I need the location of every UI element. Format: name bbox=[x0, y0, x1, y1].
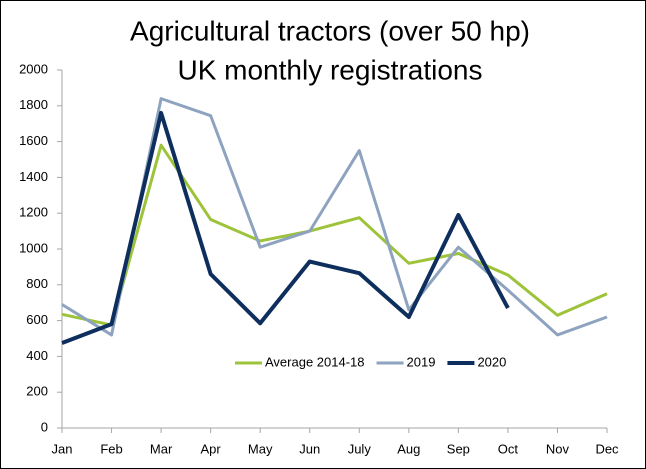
y-tick-label: 0 bbox=[41, 419, 48, 434]
x-tick-label: Jun bbox=[299, 441, 320, 456]
x-tick-label: Apr bbox=[201, 441, 222, 456]
x-tick-label: Aug bbox=[397, 441, 420, 456]
series-line bbox=[61, 97, 608, 337]
legend-label: 2020 bbox=[477, 354, 506, 369]
x-tick-label: Oct bbox=[498, 441, 519, 456]
y-tick-label: 200 bbox=[26, 384, 48, 399]
legend-label: 2019 bbox=[407, 354, 436, 369]
x-tick-label: Feb bbox=[100, 441, 122, 456]
y-tick-label: 400 bbox=[26, 348, 48, 363]
x-tick-label: Jan bbox=[52, 441, 73, 456]
y-tick-label: 1800 bbox=[19, 97, 48, 112]
y-tick-label: 800 bbox=[26, 276, 48, 291]
y-tick-label: 1400 bbox=[19, 169, 48, 184]
legend-label: Average 2014-18 bbox=[265, 354, 365, 369]
y-tick-label: 1000 bbox=[19, 240, 48, 255]
y-tick-label: 600 bbox=[26, 312, 48, 327]
chart-subtitle: UK monthly registrations bbox=[177, 54, 482, 85]
series-line bbox=[61, 110, 510, 345]
chart-title: Agricultural tractors (over 50 hp) bbox=[130, 15, 530, 46]
x-tick-label: Dec bbox=[595, 441, 619, 456]
x-tick-label: July bbox=[348, 441, 372, 456]
x-tick-label: May bbox=[248, 441, 273, 456]
x-tick-label: Mar bbox=[150, 441, 173, 456]
y-tick-label: 2000 bbox=[19, 61, 48, 76]
x-tick-label: Sep bbox=[447, 441, 470, 456]
x-tick-label: Nov bbox=[546, 441, 570, 456]
y-tick-label: 1600 bbox=[19, 133, 48, 148]
y-tick-label: 1200 bbox=[19, 205, 48, 220]
series-line bbox=[61, 143, 608, 327]
